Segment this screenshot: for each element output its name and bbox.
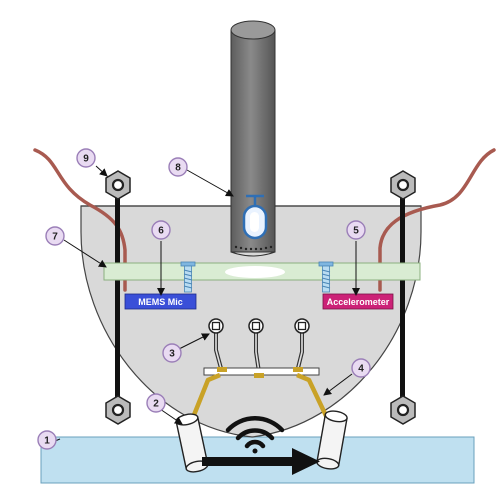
svg-text:9: 9 (83, 154, 89, 165)
callout-1: 1 (37, 430, 57, 450)
hex-nut-icon (105, 170, 131, 200)
right-wheel (316, 410, 348, 470)
right-tie-rod (400, 192, 405, 402)
svg-text:3: 3 (169, 349, 175, 360)
right-arrow-icon (202, 448, 320, 475)
accelerometer-label: Accelerometer (327, 297, 390, 307)
left-tie-rod (115, 192, 120, 402)
hex-nut-icon (390, 395, 416, 425)
svg-text:6: 6 (158, 226, 164, 237)
contact-pins (208, 318, 310, 374)
left-wheel-arm (187, 372, 221, 426)
screw-icon (180, 261, 196, 293)
svg-text:8: 8 (175, 163, 181, 174)
hex-nut-icon (105, 395, 131, 425)
gold-contacts (217, 367, 303, 378)
callout-7: 7 (45, 226, 65, 246)
right-wheel-arm (296, 372, 331, 421)
svg-text:5: 5 (353, 226, 359, 237)
callout-4: 4 (351, 358, 371, 378)
vertical-tube (230, 20, 276, 257)
callout-6: 6 (151, 220, 171, 240)
callout-2: 2 (146, 393, 166, 413)
callout-9: 9 (76, 148, 96, 168)
svg-text:1: 1 (44, 436, 50, 447)
pcb-opening (225, 266, 285, 278)
screw-icon (318, 261, 334, 293)
right-cable (378, 148, 496, 292)
droplet-icon (242, 194, 268, 240)
callout-8: 8 (168, 157, 188, 177)
wireless-signal-icon (225, 416, 285, 454)
leader-lines (54, 165, 360, 442)
hex-nut-icon (390, 170, 416, 200)
svg-text:4: 4 (358, 364, 364, 375)
left-cable (33, 148, 127, 292)
svg-text:2: 2 (153, 399, 159, 410)
callout-3: 3 (162, 343, 182, 363)
svg-text:7: 7 (52, 232, 58, 243)
callout-5: 5 (346, 220, 366, 240)
mems-mic-label: MEMS Mic (138, 297, 183, 307)
